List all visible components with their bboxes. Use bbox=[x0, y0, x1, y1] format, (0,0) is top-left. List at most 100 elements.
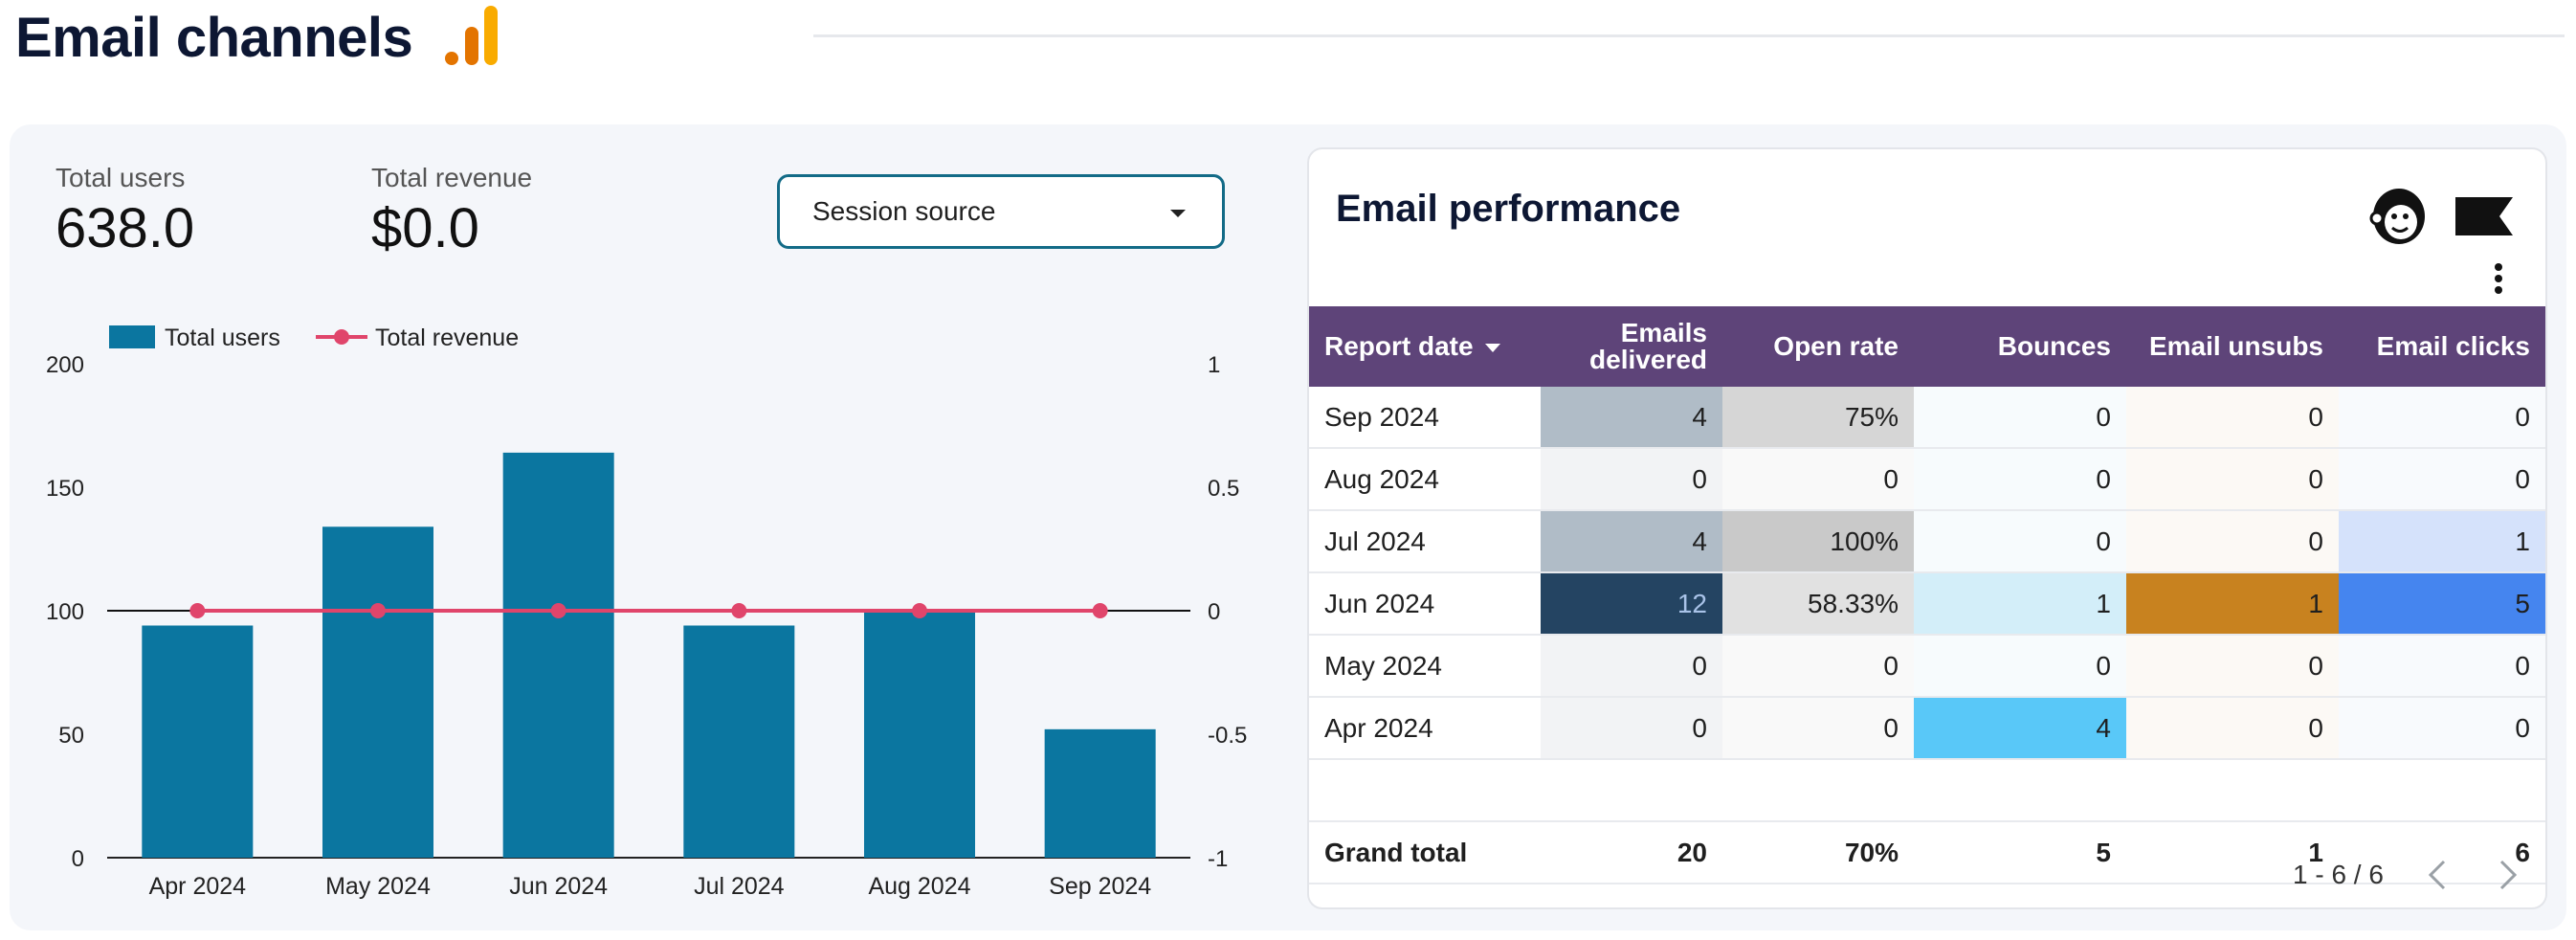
cell-email-unsubs: 0 bbox=[2126, 510, 2339, 573]
table-row[interactable]: Aug 2024 0 0 0 0 0 bbox=[1309, 448, 2545, 511]
dropdown-label: Session source bbox=[812, 196, 996, 226]
chevron-right-icon[interactable] bbox=[2496, 858, 2520, 892]
cell-email-clicks: 0 bbox=[2339, 635, 2545, 698]
point-total-revenue bbox=[912, 603, 927, 618]
users-revenue-chart: 200 150 100 50 0 1 0.5 0 -0.5 -1 Apr 2024 May 2024 J… bbox=[46, 325, 1247, 900]
cell-open-rate: 75% bbox=[1722, 387, 1914, 449]
total-open-rate: 70% bbox=[1722, 820, 1914, 884]
card-title: Email performance bbox=[1336, 188, 1681, 230]
column-header-report-date[interactable]: Report date bbox=[1309, 306, 1541, 387]
cell-email-unsubs: 0 bbox=[2126, 387, 2339, 449]
right-axis-tick-label: -0.5 bbox=[1208, 723, 1247, 749]
bar-total-users bbox=[322, 526, 433, 858]
column-header-bounces[interactable]: Bounces bbox=[1914, 306, 2126, 387]
x-axis-tick-label: May 2024 bbox=[325, 873, 431, 900]
total-email-unsubs: 1 bbox=[2126, 820, 2339, 884]
table-row[interactable]: Jul 2024 4 100% 0 0 1 bbox=[1309, 510, 2545, 573]
cell-email-unsubs: 0 bbox=[2126, 448, 2339, 511]
total-email-clicks: 6 bbox=[2339, 820, 2545, 884]
total-bounces: 5 bbox=[1914, 820, 2126, 884]
cell-report-date: Aug 2024 bbox=[1309, 448, 1541, 511]
cell-emails-delivered: 0 bbox=[1541, 697, 1722, 760]
total-label: Grand total bbox=[1309, 820, 1541, 884]
kpi-total-users: Total users 638.0 bbox=[56, 163, 194, 260]
table-header-row: Report date Emails delivered Open rate B… bbox=[1309, 306, 2545, 387]
email-performance-table: Report date Emails delivered Open rate B… bbox=[1309, 306, 2545, 884]
point-total-revenue bbox=[550, 603, 566, 618]
cell-open-rate: 100% bbox=[1722, 510, 1914, 573]
title-divider bbox=[813, 34, 2565, 37]
cell-report-date: May 2024 bbox=[1309, 635, 1541, 698]
caret-down-icon bbox=[1170, 210, 1186, 217]
cell-emails-delivered: 0 bbox=[1541, 448, 1722, 511]
page-title: Email channels bbox=[15, 7, 413, 69]
column-header-email-clicks[interactable]: Email clicks bbox=[2339, 306, 2545, 387]
column-header-emails-delivered[interactable]: Emails delivered bbox=[1541, 306, 1722, 387]
cell-emails-delivered: 4 bbox=[1541, 387, 1722, 449]
bar-total-users bbox=[142, 625, 254, 858]
cell-bounces: 0 bbox=[1914, 635, 2126, 698]
cell-bounces: 1 bbox=[1914, 572, 2126, 636]
right-axis-tick-label: 1 bbox=[1208, 352, 1220, 378]
pagination-label: 1 - 6 / 6 bbox=[2293, 860, 2384, 889]
bar-total-users bbox=[864, 611, 975, 858]
cell-email-clicks: 0 bbox=[2339, 697, 2545, 760]
chevron-left-icon[interactable] bbox=[2425, 858, 2450, 892]
grand-total-row: Grand total 20 70% 5 1 6 bbox=[1309, 820, 2545, 884]
column-header-open-rate[interactable]: Open rate bbox=[1722, 306, 1914, 387]
legend-label-total-revenue: Total revenue bbox=[375, 325, 519, 351]
bar-total-users bbox=[1044, 728, 1156, 858]
column-header-email-unsubs[interactable]: Email unsubs bbox=[2126, 306, 2339, 387]
cell-open-rate: 0 bbox=[1722, 697, 1914, 760]
column-header-label: Emails delivered bbox=[1589, 318, 1707, 374]
point-total-revenue bbox=[370, 603, 386, 618]
table-row[interactable]: Apr 2024 0 0 4 0 0 bbox=[1309, 697, 2545, 760]
left-axis-tick-label: 150 bbox=[46, 476, 84, 502]
legend-swatch-total-users bbox=[109, 325, 155, 348]
left-axis-tick-label: 0 bbox=[72, 846, 84, 872]
cell-report-date: Sep 2024 bbox=[1309, 387, 1541, 449]
spacer-row bbox=[1309, 759, 2545, 822]
kpi-total-revenue: Total revenue $0.0 bbox=[371, 163, 532, 260]
session-source-dropdown[interactable]: Session source bbox=[777, 174, 1225, 249]
left-axis-tick-label: 200 bbox=[46, 352, 84, 378]
table-row[interactable]: May 2024 0 0 0 0 0 bbox=[1309, 635, 2545, 698]
bar-total-users bbox=[502, 452, 614, 858]
cell-email-unsubs: 1 bbox=[2126, 572, 2339, 636]
flag-icon bbox=[2455, 197, 2513, 235]
cell-email-clicks: 0 bbox=[2339, 387, 2545, 449]
analytics-icon bbox=[445, 6, 498, 65]
cell-report-date: Jun 2024 bbox=[1309, 572, 1541, 636]
sort-desc-icon bbox=[1484, 344, 1500, 353]
more-options-icon[interactable] bbox=[2492, 262, 2505, 295]
x-axis-tick-label: Jul 2024 bbox=[694, 873, 785, 900]
cell-emails-delivered: 0 bbox=[1541, 635, 1722, 698]
kpi-label: Total revenue bbox=[371, 163, 533, 192]
left-axis-tick-label: 100 bbox=[46, 599, 84, 625]
kpi-value: 638.0 bbox=[56, 197, 195, 259]
cell-email-unsubs: 0 bbox=[2126, 697, 2339, 760]
left-axis-tick-label: 50 bbox=[58, 723, 84, 749]
cell-report-date: Apr 2024 bbox=[1309, 697, 1541, 760]
cell-report-date: Jul 2024 bbox=[1309, 510, 1541, 573]
kpi-value: $0.0 bbox=[371, 197, 479, 259]
legend-marker-total-revenue bbox=[334, 329, 349, 345]
point-total-revenue bbox=[189, 603, 206, 618]
cell-emails-delivered: 4 bbox=[1541, 510, 1722, 573]
cell-email-clicks: 1 bbox=[2339, 510, 2545, 573]
point-total-revenue bbox=[731, 603, 747, 618]
cell-bounces: 0 bbox=[1914, 510, 2126, 573]
right-axis-tick-label: 0.5 bbox=[1208, 476, 1239, 502]
cell-emails-delivered: 12 bbox=[1541, 572, 1722, 636]
table-row[interactable]: Jun 2024 12 58.33% 1 1 5 bbox=[1309, 572, 2545, 636]
right-axis-tick-label: 0 bbox=[1208, 599, 1220, 625]
point-total-revenue bbox=[1092, 603, 1108, 618]
cell-email-clicks: 0 bbox=[2339, 448, 2545, 511]
cell-bounces: 0 bbox=[1914, 387, 2126, 449]
mailchimp-icon bbox=[2369, 189, 2425, 244]
column-header-label: Report date bbox=[1324, 331, 1474, 361]
cell-open-rate: 0 bbox=[1722, 635, 1914, 698]
email-performance-card: Email performance Report date Emails del… bbox=[1307, 147, 2547, 909]
table-row[interactable]: Sep 2024 4 75% 0 0 0 bbox=[1309, 387, 2545, 449]
cell-email-clicks: 5 bbox=[2339, 572, 2545, 636]
